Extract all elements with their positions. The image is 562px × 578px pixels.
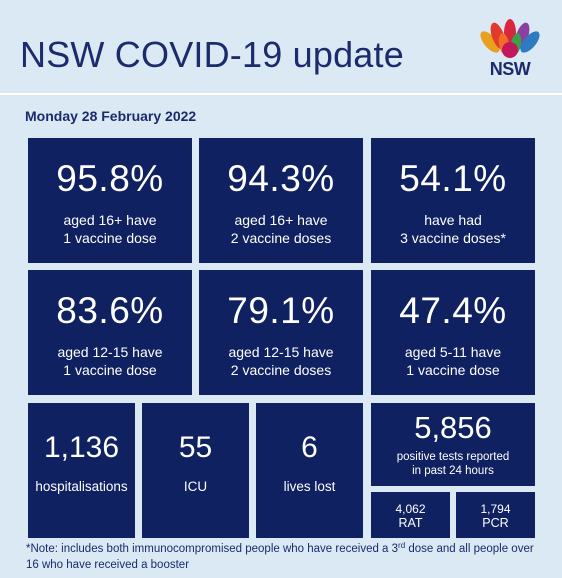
vaccine-tile: 47.4% aged 5-11 have 1 vaccine dose [371,270,535,395]
pcr-label: PCR [482,516,509,530]
vaccine-label-line1: have had [424,212,482,228]
vaccine-label-line2: 1 vaccine dose [406,362,500,378]
vaccine-tile: 94.3% aged 16+ have 2 vaccine doses [199,138,363,263]
vaccine-tile: 79.1% aged 12-15 have 2 vaccine doses [199,270,363,395]
footnote-superscript: rd [398,541,406,550]
vaccine-tile: 54.1% have had 3 vaccine doses* [371,138,535,263]
report-date: Monday 28 February 2022 [25,108,197,124]
hospitalisations-count: 1,136 [43,431,120,464]
vaccine-label-line1: aged 16+ have [234,212,328,228]
vaccine-tile: 95.8% aged 16+ have 1 vaccine dose [28,138,192,263]
rat-tile: 4,062 RAT [371,492,450,538]
vaccine-rate: 94.3% [227,158,335,199]
header-divider [0,93,562,95]
positive-tests-count: 5,856 [414,410,492,445]
vaccine-label-line2: 1 vaccine dose [63,230,157,246]
waratah-icon [480,19,540,58]
pcr-count: 1,794 [480,502,511,516]
icu-count: 55 [178,431,213,464]
vaccine-label-line1: aged 5-11 have [404,344,502,360]
positive-tests-label-line2: in past 24 hours [412,465,494,477]
vaccine-rate: 54.1% [399,158,507,199]
icu-tile: 55 ICU [142,403,249,538]
positive-tests-tile: 5,856 positive tests reported in past 24… [371,403,535,486]
vaccine-rate: 79.1% [227,290,335,331]
positive-tests-label-line1: positive tests reported [396,451,510,463]
deaths-tile: 6 lives lost [256,403,363,538]
footnote-part2: dose and all people over 16 who have rec… [26,543,534,571]
vaccine-rate: 83.6% [56,290,164,331]
page-title: NSW COVID-19 update [20,34,404,75]
hospitalisations-label: hospitalisations [35,479,128,494]
nsw-waratah-logo: NSW [478,18,542,80]
logo-text: NSW [489,59,531,79]
vaccine-label-line2: 2 vaccine doses [230,230,332,246]
icu-label: ICU [183,479,208,494]
vaccine-rate: 95.8% [56,158,164,199]
vaccine-tile: 83.6% aged 12-15 have 1 vaccine dose [28,270,192,395]
vaccine-label-line2: 3 vaccine doses* [400,230,506,246]
pcr-tile: 1,794 PCR [456,492,535,538]
footnote-part1: *Note: includes both immunocompromised p… [26,543,399,555]
vaccine-label-line1: aged 12-15 have [228,344,334,360]
deaths-count: 6 [301,431,318,464]
footnote: *Note: includes both immunocompromised p… [26,541,546,573]
vaccine-label-line2: 2 vaccine doses [230,362,332,378]
deaths-label: lives lost [283,479,336,494]
vaccine-label-line1: aged 16+ have [63,212,157,228]
rat-count: 4,062 [395,502,426,516]
rat-label: RAT [398,516,423,530]
vaccine-label-line2: 1 vaccine dose [63,362,157,378]
hospitalisations-tile: 1,136 hospitalisations [28,403,135,538]
vaccine-label-line1: aged 12-15 have [57,344,163,360]
vaccine-rate: 47.4% [399,290,507,331]
header: NSW COVID-19 update NSW [0,0,562,94]
